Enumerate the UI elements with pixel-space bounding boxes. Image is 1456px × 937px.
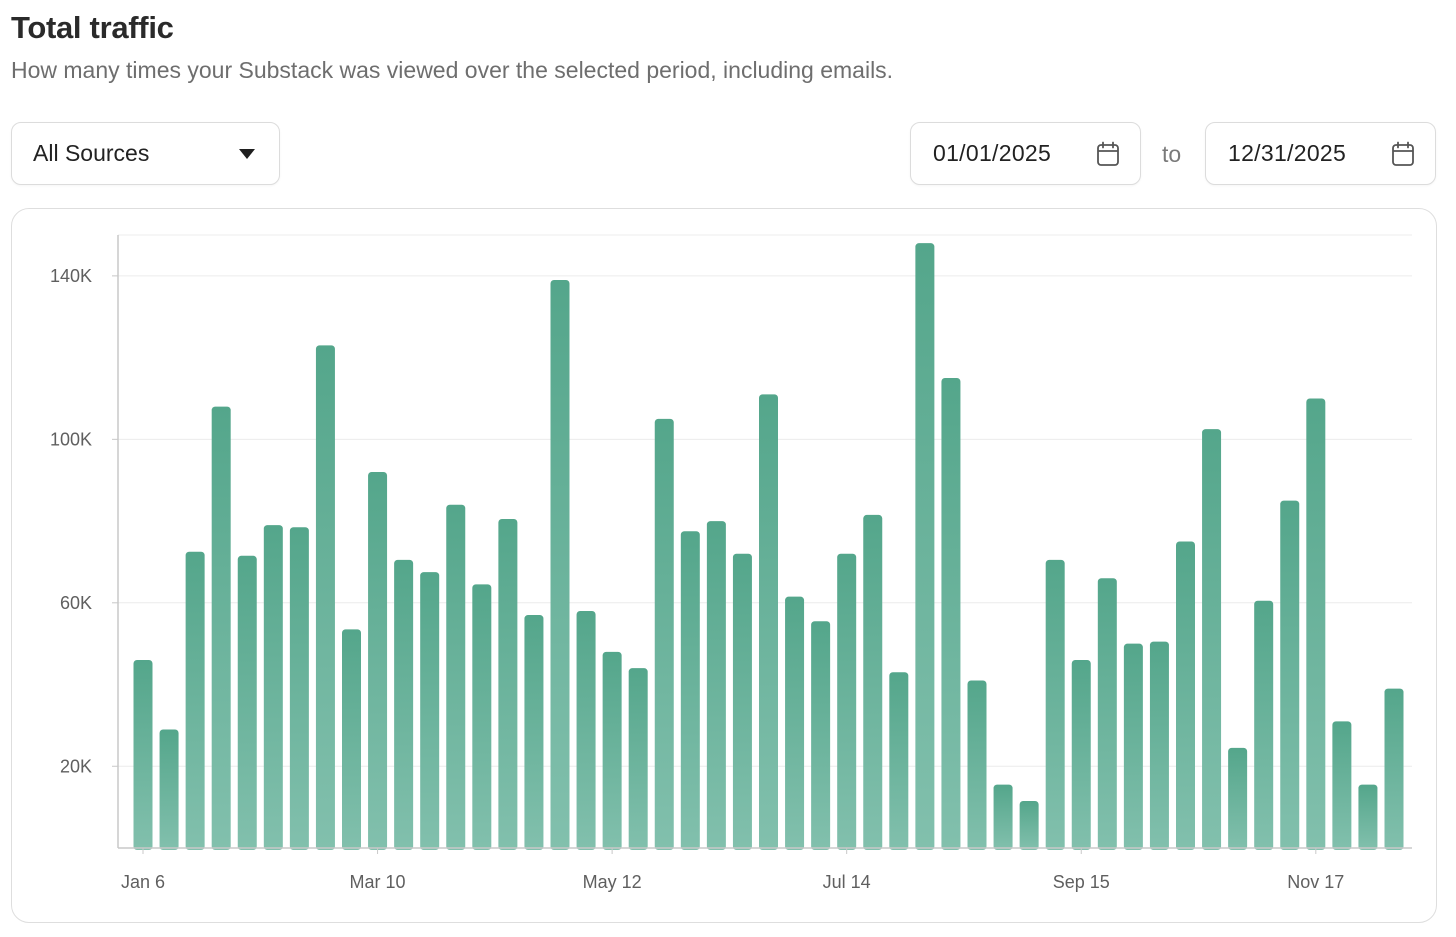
bar [863, 514, 883, 850]
source-select-value: All Sources [33, 140, 150, 166]
bar [394, 559, 414, 850]
bar [1045, 559, 1065, 850]
bar [732, 553, 752, 850]
date-range-to-label: to [1162, 141, 1182, 167]
x-tick-label: May 12 [583, 872, 642, 892]
bar [967, 680, 987, 850]
bar [1123, 643, 1143, 850]
bar [159, 729, 179, 850]
bar [263, 525, 283, 850]
caret-down-icon [239, 148, 255, 159]
bar [602, 651, 622, 850]
bar [576, 610, 596, 850]
bar [889, 672, 909, 850]
bar [941, 378, 961, 850]
bar [1384, 688, 1404, 850]
x-tick-label: Jan 6 [121, 872, 165, 892]
bar [1280, 500, 1300, 850]
bar [237, 555, 257, 850]
bar [680, 531, 700, 850]
bar [837, 553, 857, 850]
bar [1176, 541, 1195, 850]
bar [1332, 721, 1352, 850]
bar [654, 418, 674, 850]
bar [628, 668, 648, 850]
end-date-input[interactable]: 12/31/2025 [1205, 122, 1436, 185]
bar [342, 629, 361, 850]
bar [1358, 784, 1378, 850]
source-select[interactable]: All Sources [11, 122, 280, 185]
page-title: Total traffic [11, 10, 174, 45]
bar [420, 572, 440, 850]
bar [1071, 660, 1091, 850]
bar [185, 551, 205, 850]
x-tick-label: Mar 10 [350, 872, 406, 892]
bar [472, 584, 492, 850]
x-tick-label: Nov 17 [1287, 872, 1344, 892]
traffic-bar-chart: 20K 60K 100K 140K Jan 6 Mar 10 May 12 Jul 14 Sep… [50, 234, 1412, 892]
start-date-input[interactable]: 01/01/2025 [910, 122, 1141, 185]
bar [1149, 641, 1169, 850]
end-date-value: 12/31/2025 [1228, 140, 1347, 166]
bar [315, 345, 335, 850]
bar [550, 279, 570, 850]
y-tick-label: 100K [50, 429, 92, 449]
bar [1019, 801, 1039, 850]
bar [524, 615, 544, 850]
bar [1228, 747, 1248, 850]
bar [446, 504, 466, 850]
bar [211, 406, 231, 850]
bar [759, 394, 778, 850]
y-tick-label: 60K [60, 593, 92, 613]
start-date-value: 01/01/2025 [933, 140, 1052, 166]
calendar-icon[interactable] [1391, 141, 1415, 167]
traffic-chart-card: 20K 60K 100K 140K Jan 6 Mar 10 May 12 Jul 14 Sep… [11, 208, 1437, 923]
calendar-icon[interactable] [1096, 141, 1120, 167]
page-subtitle: How many times your Substack was viewed … [11, 57, 894, 83]
bar [993, 784, 1013, 850]
y-tick-label: 140K [50, 266, 92, 286]
bar [289, 527, 309, 850]
bar [1202, 429, 1222, 850]
y-tick-label: 20K [60, 756, 92, 776]
bar [706, 521, 726, 850]
bar [785, 596, 805, 850]
x-tick-label: Sep 15 [1053, 872, 1110, 892]
bar [1254, 600, 1274, 850]
bar [498, 519, 518, 850]
bar [368, 472, 388, 850]
x-tick-label: Jul 14 [823, 872, 871, 892]
bar [1097, 578, 1117, 850]
bar [1306, 398, 1326, 850]
bar [133, 660, 153, 850]
bar [915, 243, 935, 850]
bar [811, 621, 831, 850]
